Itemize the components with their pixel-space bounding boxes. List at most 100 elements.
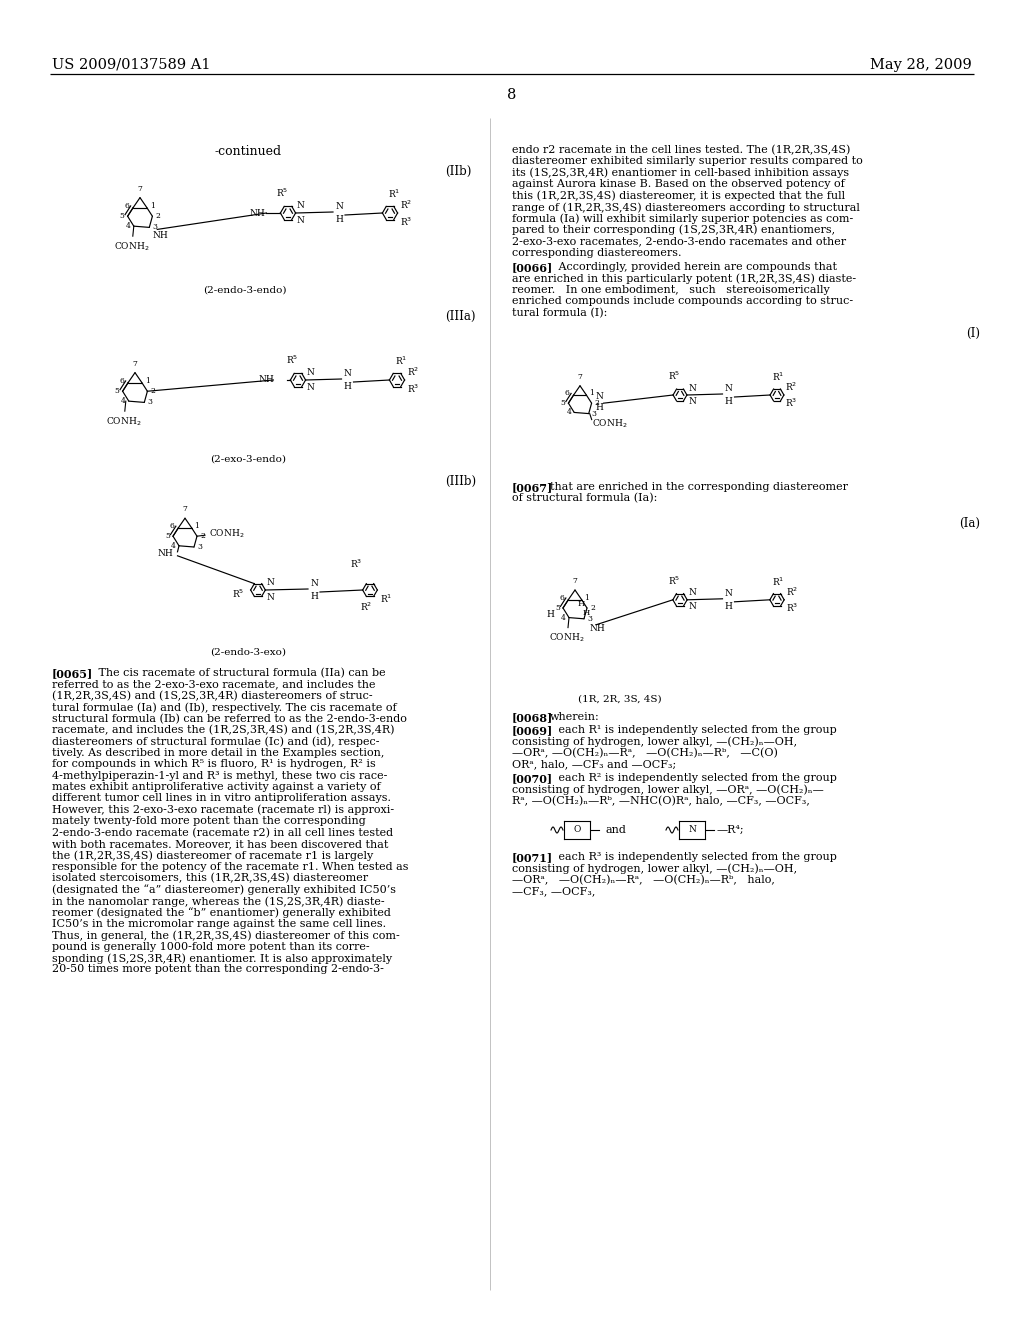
Text: (IIIa): (IIIa) [445, 310, 475, 323]
Text: consisting of hydrogen, lower alkyl, —(CH₂)ₙ—OH,: consisting of hydrogen, lower alkyl, —(C… [512, 737, 797, 747]
Text: H: H [310, 591, 317, 601]
Text: structural formula (Ib) can be referred to as the 2-endo-3-endo: structural formula (Ib) can be referred … [52, 714, 407, 723]
Text: each R¹ is independently selected from the group: each R¹ is independently selected from t… [548, 725, 837, 735]
Text: 6: 6 [120, 376, 124, 384]
Text: of structural formula (Ia):: of structural formula (Ia): [512, 494, 657, 504]
Text: CONH$_2$: CONH$_2$ [114, 240, 150, 252]
Text: 5: 5 [165, 532, 170, 540]
Text: R$^5$: R$^5$ [669, 370, 681, 381]
Text: R$^1$: R$^1$ [380, 593, 392, 605]
Text: IC50’s in the micromolar range against the same cell lines.: IC50’s in the micromolar range against t… [52, 919, 386, 929]
Text: this (1R,2R,3S,4S) diastereomer, it is expected that the full: this (1R,2R,3S,4S) diastereomer, it is e… [512, 190, 845, 201]
Text: reomer (designated the “b” enantiomer) generally exhibited: reomer (designated the “b” enantiomer) g… [52, 907, 391, 919]
Text: 7: 7 [137, 185, 142, 193]
Text: (designated the “a” diastereomer) generally exhibited IC50’s: (designated the “a” diastereomer) genera… [52, 884, 396, 895]
Text: R$^3$: R$^3$ [350, 557, 362, 570]
Text: N: N [725, 384, 732, 393]
Text: —ORᵃ,   —O(CH₂)ₙ—Rᵃ,   —O(CH₂)ₙ—Rᵇ,   halo,: —ORᵃ, —O(CH₂)ₙ—Rᵃ, —O(CH₂)ₙ—Rᵇ, halo, [512, 875, 775, 886]
Text: tively. As described in more detail in the Examples section,: tively. As described in more detail in t… [52, 748, 384, 758]
Text: Thus, in general, the (1R,2R,3S,4S) diastereomer of this com-: Thus, in general, the (1R,2R,3S,4S) dias… [52, 931, 399, 941]
Text: 5: 5 [555, 605, 560, 612]
Text: (Ia): (Ia) [959, 517, 980, 529]
Text: (1R,2R,3S,4S) and (1S,2S,3R,4R) diastereomers of struc-: (1R,2R,3S,4S) and (1S,2S,3R,4R) diastere… [52, 690, 373, 701]
Text: endo r2 racemate in the cell lines tested. The (1R,2R,3S,4S): endo r2 racemate in the cell lines teste… [512, 145, 850, 156]
Text: range of (1R,2R,3S,4S) diastereomers according to structural: range of (1R,2R,3S,4S) diastereomers acc… [512, 202, 860, 213]
Text: R$^3$: R$^3$ [407, 383, 419, 395]
Text: sponding (1S,2S,3R,4R) enantiomer. It is also approximately: sponding (1S,2S,3R,4R) enantiomer. It is… [52, 953, 392, 964]
Text: (2-endo-3-endo): (2-endo-3-endo) [203, 286, 287, 294]
Text: 7: 7 [572, 577, 578, 585]
Text: R$^3$: R$^3$ [785, 602, 798, 614]
Text: NH: NH [250, 209, 265, 218]
Text: that are enriched in the corresponding diastereomer: that are enriched in the corresponding d… [550, 482, 848, 492]
Text: mately twenty-fold more potent than the corresponding: mately twenty-fold more potent than the … [52, 816, 366, 826]
Text: NH: NH [158, 549, 173, 558]
Text: [0066]: [0066] [512, 261, 553, 273]
Text: 1: 1 [585, 594, 590, 602]
Text: NH: NH [259, 375, 274, 384]
Text: referred to as the 2-exo-3-exo racemate, and includes the: referred to as the 2-exo-3-exo racemate,… [52, 680, 376, 689]
Text: R$^5$: R$^5$ [669, 574, 681, 586]
Text: R$^2$: R$^2$ [360, 601, 373, 612]
Text: 2: 2 [151, 387, 156, 395]
Text: 2: 2 [590, 605, 595, 612]
Text: N: N [688, 602, 696, 611]
Text: N
H: N H [596, 392, 603, 412]
Text: mates exhibit antiproliferative activity against a variety of: mates exhibit antiproliferative activity… [52, 781, 381, 792]
Text: R$^5$: R$^5$ [276, 187, 289, 199]
Text: 1: 1 [590, 389, 594, 397]
Text: —ORᵃ, —O(CH₂)ₙ—Rᵃ,   —O(CH₂)ₙ—Rᵇ,   —C(O): —ORᵃ, —O(CH₂)ₙ—Rᵃ, —O(CH₂)ₙ—Rᵇ, —C(O) [512, 748, 778, 759]
Text: [0070]: [0070] [512, 772, 553, 784]
Text: (1R, 2R, 3S, 4S): (1R, 2R, 3S, 4S) [579, 694, 662, 704]
Text: N: N [344, 370, 351, 378]
Text: corresponding diastereomers.: corresponding diastereomers. [512, 248, 682, 257]
Text: The cis racemate of structural formula (IIa) can be: The cis racemate of structural formula (… [88, 668, 386, 678]
Text: formula (Ia) will exhibit similarly superior potencies as com-: formula (Ia) will exhibit similarly supe… [512, 214, 853, 224]
Text: isolated stercoisomers, this (1R,2R,3S,4S) diastereomer: isolated stercoisomers, this (1R,2R,3S,4… [52, 874, 368, 883]
Text: N: N [307, 368, 314, 378]
Text: CONH$_2$: CONH$_2$ [592, 417, 627, 430]
Text: consisting of hydrogen, lower alkyl, —(CH₂)ₙ—OH,: consisting of hydrogen, lower alkyl, —(C… [512, 863, 797, 874]
Text: N: N [725, 589, 732, 598]
Text: However, this 2-exo-3-exo racemate (racemate rl) is approxi-: However, this 2-exo-3-exo racemate (race… [52, 805, 394, 816]
Text: —R⁴;: —R⁴; [717, 825, 744, 836]
Text: R$^3$: R$^3$ [785, 397, 798, 409]
Text: 3: 3 [587, 615, 592, 623]
Text: R$^2$: R$^2$ [407, 366, 419, 378]
Text: 6: 6 [565, 389, 569, 397]
Text: [0068]: [0068] [512, 711, 553, 723]
Text: 3: 3 [592, 409, 597, 417]
Text: 4: 4 [121, 397, 126, 405]
Text: US 2009/0137589 A1: US 2009/0137589 A1 [52, 58, 211, 73]
Text: N: N [335, 202, 343, 211]
Text: H: H [725, 602, 732, 611]
Text: [0067]: [0067] [512, 482, 553, 492]
Text: H: H [335, 215, 343, 224]
Text: N: N [266, 578, 274, 587]
Text: 6: 6 [559, 594, 564, 602]
Text: 3: 3 [197, 543, 202, 550]
Text: 1: 1 [144, 376, 150, 384]
Text: —CF₃, —OCF₃,: —CF₃, —OCF₃, [512, 886, 595, 896]
Text: H: H [578, 601, 585, 609]
Text: 2: 2 [595, 399, 599, 407]
Text: H: H [344, 381, 351, 391]
Text: 8: 8 [507, 88, 517, 102]
Text: N: N [297, 201, 305, 210]
Text: R$^5$: R$^5$ [232, 587, 245, 601]
Text: N: N [688, 384, 696, 392]
Text: H: H [583, 609, 590, 616]
Text: NH: NH [153, 231, 168, 240]
Text: (IIIb): (IIIb) [445, 475, 476, 488]
Text: diastereomer exhibited similarly superior results compared to: diastereomer exhibited similarly superio… [512, 156, 863, 166]
Text: N: N [688, 589, 696, 597]
Text: in the nanomolar range, whereas the (1S,2S,3R,4R) diaste-: in the nanomolar range, whereas the (1S,… [52, 896, 385, 907]
Text: reomer.   In one embodiment,   such   stereoisomerically: reomer. In one embodiment, such stereois… [512, 285, 829, 294]
Text: NH: NH [589, 624, 605, 632]
Text: 4: 4 [171, 541, 176, 550]
Text: diastereomers of structural formulae (Ic) and (id), respec-: diastereomers of structural formulae (Ic… [52, 737, 380, 747]
Text: 6: 6 [124, 202, 129, 210]
Text: [0065]: [0065] [52, 668, 93, 678]
Text: R$^1$: R$^1$ [388, 187, 400, 201]
Text: CONH$_2$: CONH$_2$ [209, 528, 245, 540]
